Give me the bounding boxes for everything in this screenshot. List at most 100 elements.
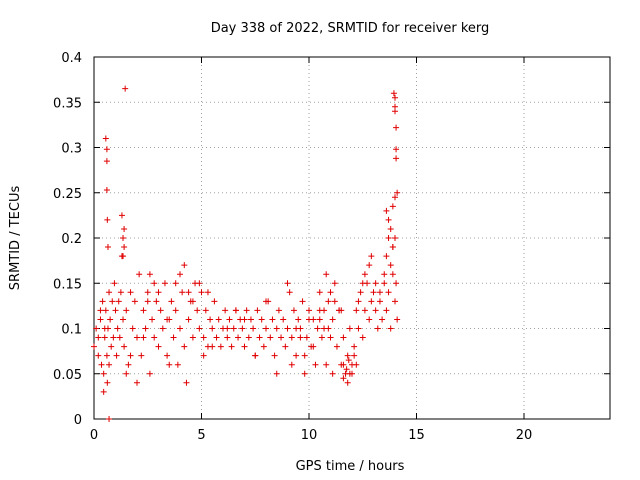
x-tick-label: 20: [516, 428, 533, 443]
data-point: [144, 298, 151, 305]
data-point: [290, 307, 297, 314]
data-point: [271, 352, 278, 359]
data-point: [392, 108, 398, 115]
data-point: [100, 388, 107, 395]
data-point: [392, 298, 398, 305]
data-point: [95, 352, 102, 359]
data-point: [295, 316, 302, 323]
data-point: [385, 289, 392, 296]
data-point: [331, 280, 338, 287]
data-point: [222, 307, 229, 314]
data-point: [381, 280, 388, 287]
data-point: [157, 307, 164, 314]
data-point: [243, 307, 250, 314]
data-point: [103, 158, 110, 165]
x-tick-label: 10: [301, 428, 318, 443]
data-point: [215, 316, 222, 323]
data-point: [372, 307, 379, 314]
data-point: [101, 334, 108, 341]
data-point: [383, 253, 390, 260]
data-point: [213, 334, 220, 341]
data-point: [108, 343, 115, 350]
data-point: [140, 307, 147, 314]
data-point: [228, 343, 235, 350]
data-point: [117, 289, 124, 296]
data-point: [389, 271, 396, 278]
data-point: [179, 289, 186, 296]
data-point: [359, 280, 366, 287]
y-tick-label: 0.15: [53, 277, 82, 292]
data-point: [103, 146, 110, 153]
data-point: [127, 352, 134, 359]
x-tick-label: 0: [90, 428, 98, 443]
data-point: [247, 316, 254, 323]
data-point: [376, 289, 383, 296]
data-point: [333, 343, 340, 350]
data-point: [170, 334, 177, 341]
data-point: [113, 352, 120, 359]
data-point: [196, 280, 203, 287]
data-point: [151, 280, 158, 287]
data-point: [189, 298, 196, 305]
data-point: [280, 316, 287, 323]
data-point: [383, 207, 390, 214]
data-point: [196, 325, 203, 332]
y-axis-label: SRMTID / TECUs: [8, 186, 23, 291]
data-point: [392, 235, 398, 241]
data-point: [321, 325, 328, 332]
data-point: [355, 298, 362, 305]
data-point: [177, 325, 183, 332]
data-point: [374, 325, 381, 332]
axis-ticks: 0 5 10 15 20 0 0.05 0.1 0.15 0.2 0.25 0.3 0.35 0.4: [53, 51, 610, 443]
data-point: [100, 370, 107, 377]
data-point: [303, 334, 310, 341]
data-point: [95, 334, 102, 341]
data-point: [275, 307, 282, 314]
data-point: [278, 334, 285, 341]
data-point: [282, 343, 289, 350]
data-point: [293, 352, 300, 359]
data-point: [316, 289, 323, 296]
data-point: [91, 343, 97, 350]
y-tick-label: 0: [74, 413, 82, 428]
data-point: [323, 361, 330, 368]
data-point: [340, 375, 347, 382]
data-point: [109, 298, 116, 305]
data-point: [372, 280, 379, 287]
data-point: [357, 289, 364, 296]
data-point: [185, 289, 192, 296]
y-tick-label: 0.35: [53, 96, 82, 111]
data-point: [161, 280, 168, 287]
data-point: [146, 271, 153, 278]
y-tick-label: 0.25: [53, 187, 82, 202]
data-point: [185, 316, 192, 323]
data-point: [164, 352, 171, 359]
data-point: [123, 370, 130, 377]
data-point: [389, 203, 396, 210]
data-point: [390, 90, 397, 97]
data-point: [183, 379, 190, 386]
chart-title: Day 338 of 2022, SRMTID for receiver ker…: [211, 21, 490, 36]
data-point: [387, 262, 394, 269]
data-point: [344, 352, 351, 359]
data-point: [359, 334, 366, 341]
data-point: [114, 325, 121, 332]
data-point: [387, 325, 394, 332]
data-point: [102, 307, 109, 314]
data-point: [366, 316, 373, 323]
data-point: [134, 379, 140, 386]
data-point: [120, 235, 127, 241]
data-point: [353, 307, 360, 314]
data-point: [209, 343, 216, 350]
data-point: [172, 280, 179, 287]
data-point: [393, 155, 400, 162]
data-point: [376, 298, 383, 305]
data-point: [125, 361, 132, 368]
data-point: [346, 325, 353, 332]
data-point: [260, 343, 267, 350]
data-point: [361, 307, 368, 314]
x-tick-label: 5: [197, 428, 205, 443]
data-point: [122, 85, 129, 92]
data-point: [327, 289, 334, 296]
data-point: [393, 146, 400, 153]
